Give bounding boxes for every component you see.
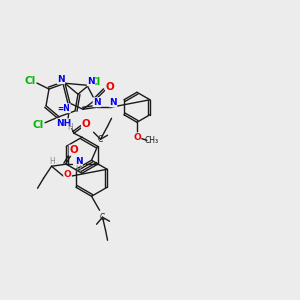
Text: N: N xyxy=(87,77,95,86)
Text: N: N xyxy=(57,75,65,84)
Text: Cl: Cl xyxy=(32,120,44,130)
Text: H: H xyxy=(67,123,73,132)
Text: N: N xyxy=(75,157,83,166)
Text: O: O xyxy=(106,82,114,92)
Text: NH: NH xyxy=(56,119,72,128)
Text: H: H xyxy=(76,165,81,174)
Text: N: N xyxy=(109,98,117,107)
Text: O: O xyxy=(69,145,78,155)
Text: C: C xyxy=(98,135,103,144)
Text: =N: =N xyxy=(58,104,70,113)
Text: C: C xyxy=(100,213,105,222)
Text: H: H xyxy=(50,157,56,166)
Text: O: O xyxy=(64,170,71,179)
Text: CH₃: CH₃ xyxy=(145,136,159,145)
Text: Cl: Cl xyxy=(89,77,100,87)
Text: N: N xyxy=(93,98,101,107)
Text: Cl: Cl xyxy=(24,76,36,86)
Text: O: O xyxy=(82,119,90,129)
Text: O: O xyxy=(133,133,141,142)
